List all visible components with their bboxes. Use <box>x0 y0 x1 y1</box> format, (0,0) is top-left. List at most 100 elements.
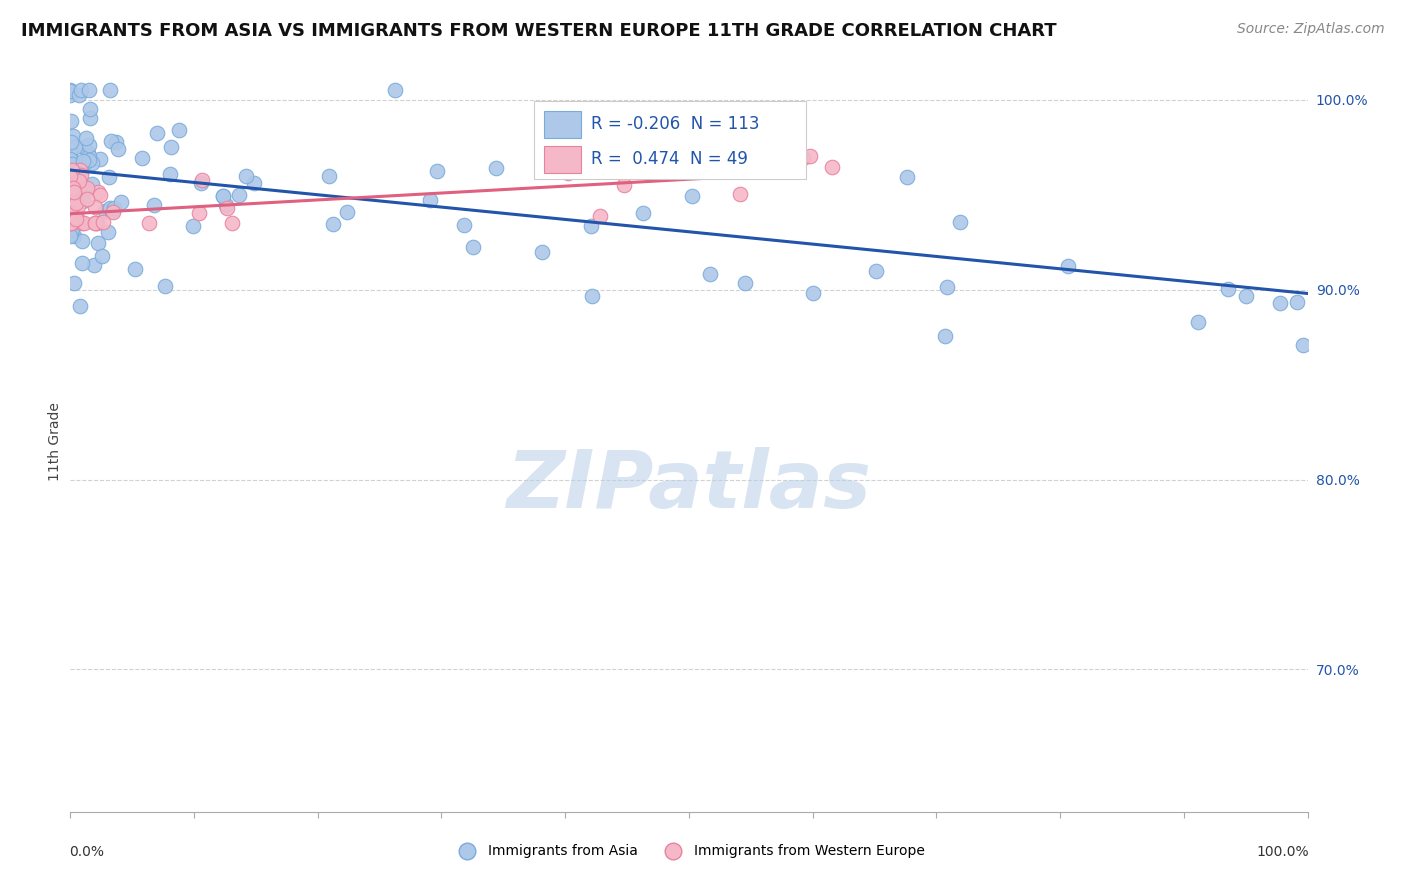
Point <box>63 214 86 228</box>
Point <box>94 204 117 219</box>
Text: IMMIGRANTS FROM ASIA VS IMMIGRANTS FROM WESTERN EUROPE 11TH GRADE CORRELATION CH: IMMIGRANTS FROM ASIA VS IMMIGRANTS FROM … <box>21 22 1057 40</box>
Point <box>63 213 86 227</box>
Point <box>62 181 84 195</box>
Text: R =  0.474  N = 49: R = 0.474 N = 49 <box>591 150 748 169</box>
Point <box>86 216 108 230</box>
Point <box>59 152 82 166</box>
Point <box>70 169 93 183</box>
Point <box>59 194 82 208</box>
Point <box>69 299 91 313</box>
Point <box>581 289 603 303</box>
Y-axis label: 11th Grade: 11th Grade <box>48 402 62 481</box>
Point <box>59 216 82 230</box>
Point <box>212 189 235 203</box>
Text: ZIPatlas: ZIPatlas <box>506 447 872 525</box>
Point <box>83 258 105 272</box>
Point <box>59 83 82 97</box>
Point <box>59 178 82 193</box>
Point <box>384 83 406 97</box>
Point <box>59 147 82 161</box>
Point <box>215 197 238 211</box>
FancyBboxPatch shape <box>544 146 581 173</box>
Point <box>59 216 82 230</box>
Text: R = -0.206  N = 113: R = -0.206 N = 113 <box>591 115 759 133</box>
Point <box>62 194 84 208</box>
Point <box>935 280 957 294</box>
Point <box>426 164 449 178</box>
Point <box>72 154 94 169</box>
Point <box>60 170 83 185</box>
Point <box>613 178 636 192</box>
Point <box>83 216 105 230</box>
Point <box>59 135 82 149</box>
Point <box>734 276 756 290</box>
Point <box>98 169 121 184</box>
Text: 0.0%: 0.0% <box>69 845 104 859</box>
Point <box>79 102 101 116</box>
Point <box>77 137 100 152</box>
Point <box>681 188 703 202</box>
Point <box>228 188 250 202</box>
Point <box>75 131 97 145</box>
Point <box>70 164 93 178</box>
Point <box>107 142 129 156</box>
Point <box>235 169 257 183</box>
Point <box>865 264 887 278</box>
Point <box>685 153 707 168</box>
Point <box>59 169 82 183</box>
Point <box>59 215 82 229</box>
Point <box>60 163 83 178</box>
Point <box>59 114 82 128</box>
Point <box>60 206 83 220</box>
Point <box>98 202 121 216</box>
Point <box>77 145 100 160</box>
Point <box>188 206 211 220</box>
Point <box>65 209 87 223</box>
Point <box>211 189 233 203</box>
Point <box>336 205 359 219</box>
Point <box>1234 288 1257 302</box>
Point <box>124 261 146 276</box>
FancyBboxPatch shape <box>534 101 807 178</box>
Point <box>59 167 82 181</box>
Point <box>63 185 86 199</box>
Point <box>97 225 120 239</box>
Point <box>579 219 602 233</box>
Point <box>91 249 114 263</box>
Point <box>221 216 243 230</box>
Point <box>59 227 82 241</box>
Point <box>104 135 127 149</box>
Legend: Immigrants from Asia, Immigrants from Western Europe: Immigrants from Asia, Immigrants from We… <box>449 838 929 864</box>
Point <box>91 215 114 229</box>
Point <box>59 84 82 98</box>
Point <box>110 195 132 210</box>
Point <box>181 219 204 233</box>
Text: 100.0%: 100.0% <box>1256 845 1309 859</box>
Point <box>557 166 579 180</box>
Point <box>72 194 94 208</box>
Point <box>76 192 98 206</box>
Point <box>59 228 82 243</box>
Point <box>89 187 111 202</box>
Point <box>70 83 93 97</box>
Point <box>75 155 97 169</box>
Point <box>63 185 86 199</box>
Point <box>60 206 83 220</box>
Point <box>62 165 84 179</box>
Point <box>59 223 82 237</box>
Point <box>588 209 610 223</box>
Point <box>77 153 100 167</box>
Point <box>461 240 484 254</box>
Point <box>73 180 96 194</box>
Point <box>776 152 799 166</box>
Point <box>101 204 124 219</box>
Point <box>69 174 91 188</box>
Point <box>87 185 110 199</box>
Point <box>159 139 181 153</box>
Point <box>322 217 344 231</box>
Point <box>101 205 124 219</box>
Point <box>896 169 918 184</box>
Point <box>60 216 83 230</box>
Point <box>145 126 167 140</box>
Point <box>86 235 108 250</box>
